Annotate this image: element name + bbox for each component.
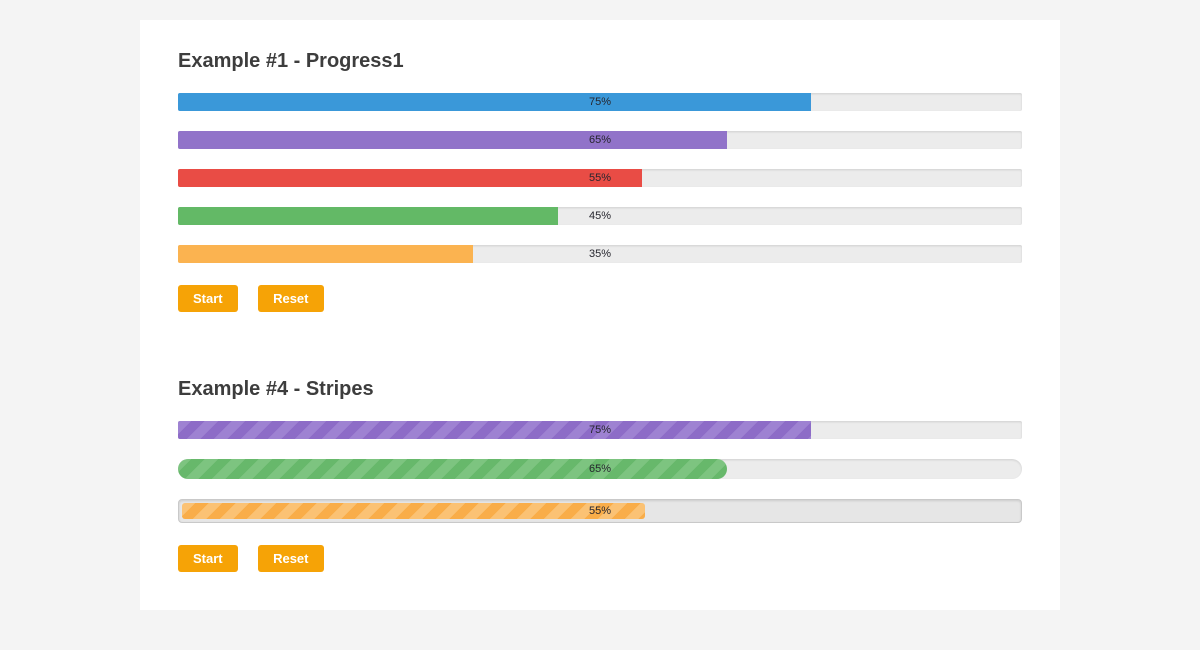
content-card: Example #1 - Progress1 75% 65% 55% 45% 3…: [140, 20, 1060, 610]
section-title-stripes: Example #4 - Stripes: [178, 378, 374, 400]
reset-button[interactable]: Reset: [258, 285, 324, 312]
reset-button[interactable]: Reset: [258, 545, 324, 572]
section-title-progress1: Example #1 - Progress1: [178, 50, 404, 72]
progress-track-orange: 35%: [178, 245, 1022, 263]
progress-label: 55%: [588, 505, 612, 517]
progress-label: 75%: [588, 96, 612, 108]
section-stripes: Example #4 - Stripes 75% 65% 55% Start R…: [178, 378, 1022, 572]
button-row-stripes: Start Reset: [178, 545, 1022, 572]
start-button[interactable]: Start: [178, 545, 238, 572]
progress-track-green: 45%: [178, 207, 1022, 225]
progress-bar-striped-purple: [178, 421, 811, 439]
progress-label: 55%: [588, 172, 612, 184]
progress-track-red: 55%: [178, 169, 1022, 187]
start-button[interactable]: Start: [178, 285, 238, 312]
progress-track-striped-purple: 75%: [178, 421, 1022, 439]
progress-bar-purple: [178, 131, 727, 149]
progress-bar-striped-orange: [182, 503, 646, 519]
button-row-progress1: Start Reset: [178, 285, 1022, 312]
progress-label: 65%: [588, 134, 612, 146]
progress-track-blue: 75%: [178, 93, 1022, 111]
progress-bar-red: [178, 169, 643, 187]
progress-track-striped-green: 65%: [178, 459, 1022, 479]
progress-track-striped-orange: 55%: [178, 499, 1022, 523]
progress-label: 65%: [588, 463, 612, 475]
progress-bar-striped-green: [178, 459, 727, 479]
progress-label: 35%: [588, 248, 612, 260]
progress-bar-orange: [178, 245, 474, 263]
progress-label: 45%: [588, 210, 612, 222]
progress-bar-blue: [178, 93, 811, 111]
progress-label: 75%: [588, 424, 612, 436]
progress-track-purple: 65%: [178, 131, 1022, 149]
section-progress1: Example #1 - Progress1 75% 65% 55% 45% 3…: [178, 50, 1022, 312]
progress-bar-green: [178, 207, 558, 225]
